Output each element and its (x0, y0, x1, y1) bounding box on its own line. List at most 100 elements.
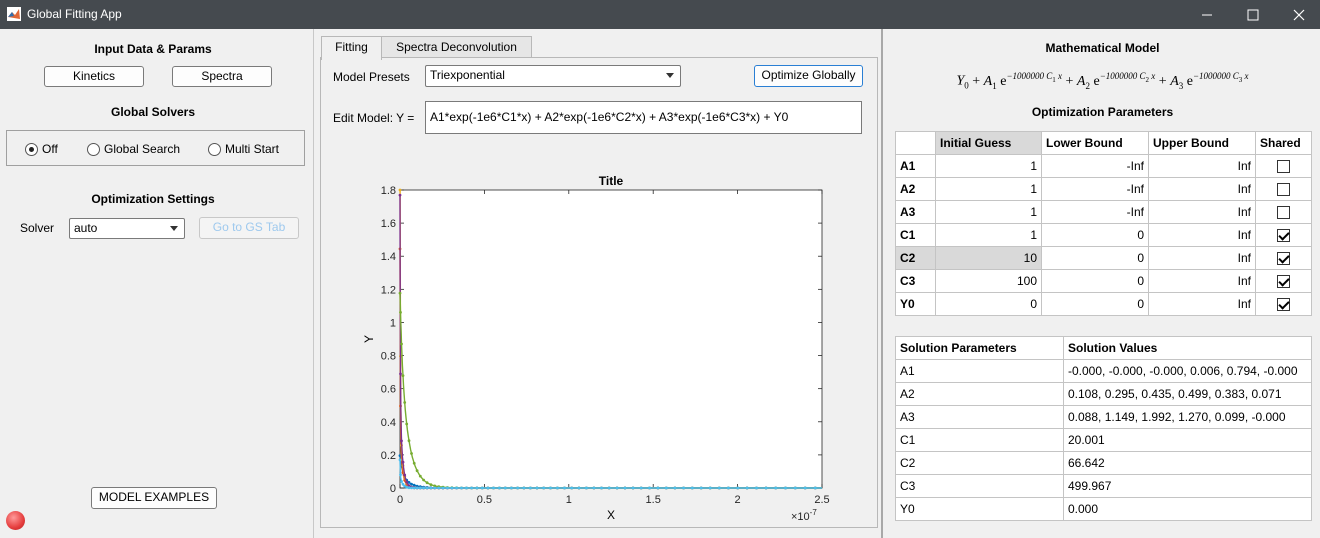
solution-param-name: C2 (895, 451, 1064, 475)
param-upper-bound[interactable]: Inf (1148, 177, 1256, 201)
data-point (699, 486, 703, 490)
radio-global-search[interactable]: Global Search (87, 142, 180, 156)
solution-row: A3 0.088, 1.149, 1.992, 1.270, 0.099, -0.… (895, 405, 1312, 429)
param-upper-bound[interactable]: Inf (1148, 200, 1256, 224)
header-shared[interactable]: Shared (1255, 131, 1312, 155)
x-tick-label: 0 (397, 494, 403, 506)
solution-param-name: A2 (895, 382, 1064, 406)
data-point (407, 484, 411, 487)
data-point (607, 486, 611, 490)
data-point (774, 486, 778, 490)
data-point (764, 486, 768, 490)
param-initial-guess[interactable]: 1 (935, 177, 1042, 201)
spectra-button[interactable]: Spectra (172, 66, 272, 87)
data-point (400, 342, 403, 346)
data-point (401, 482, 405, 486)
shared-checkbox[interactable] (1277, 206, 1290, 220)
param-upper-bound[interactable]: Inf (1148, 292, 1256, 316)
right-panel: Mathematical Model Y0 + A1 e−1000000 C1 … (885, 29, 1320, 538)
param-initial-guess[interactable]: 10 (935, 246, 1042, 270)
formula-term: + A3 e−1000000 C3 x (1155, 71, 1249, 91)
param-row: A2 1 -Inf Inf (895, 177, 1312, 201)
radio-circle (208, 142, 221, 156)
radio-label: Multi Start (225, 142, 280, 156)
radio-label: Global Search (104, 142, 181, 156)
go-to-gs-tab-button[interactable]: Go to GS Tab (199, 217, 299, 239)
data-point (585, 486, 588, 490)
shared-checkbox[interactable] (1277, 275, 1290, 289)
shared-checkbox[interactable] (1277, 160, 1290, 174)
header-upper-bound[interactable]: Upper Bound (1148, 131, 1256, 155)
data-point (407, 439, 411, 443)
formula-y-sub: 0 (964, 80, 969, 91)
param-upper-bound[interactable]: Inf (1148, 154, 1256, 178)
y-tick-label: 1.8 (381, 185, 396, 197)
model-expression-input[interactable]: A1*exp(-1e6*C1*x) + A2*exp(-1e6*C2*x) + … (425, 101, 862, 134)
input-data-title: Input Data & Params (94, 42, 212, 56)
tab-spectra-deconvolution[interactable]: Spectra Deconvolution (381, 36, 532, 59)
data-point (399, 372, 402, 376)
data-point (529, 486, 532, 490)
data-point (399, 311, 402, 314)
data-point (441, 486, 445, 490)
radio-multi-start[interactable]: Multi Start (208, 142, 279, 156)
param-row: Y0 0 0 Inf (895, 292, 1312, 316)
solver-dropdown[interactable]: auto (69, 218, 185, 239)
header-lower-bound[interactable]: Lower Bound (1041, 131, 1149, 155)
close-button[interactable] (1276, 0, 1320, 29)
y-tick-label: 1.4 (381, 251, 396, 263)
solution-param-name: A1 (895, 359, 1064, 383)
shared-checkbox[interactable] (1277, 252, 1290, 266)
solver-value: auto (74, 221, 98, 235)
param-upper-bound[interactable]: Inf (1148, 269, 1256, 293)
param-initial-guess[interactable]: 100 (935, 269, 1042, 293)
param-row: A3 1 -Inf Inf (895, 200, 1312, 224)
param-upper-bound[interactable]: Inf (1148, 246, 1256, 270)
param-header-empty (895, 131, 936, 155)
shared-checkbox[interactable] (1277, 229, 1290, 243)
param-initial-guess[interactable]: 1 (935, 200, 1042, 224)
kinetics-button[interactable]: Kinetics (44, 66, 144, 87)
data-point (429, 483, 433, 486)
param-lower-bound[interactable]: 0 (1041, 269, 1149, 293)
data-point (542, 486, 546, 490)
y-tick-label: 1.2 (381, 284, 396, 296)
tab-fitting[interactable]: Fitting (321, 36, 382, 60)
maximize-button[interactable] (1230, 0, 1276, 29)
radio-off[interactable]: Off (25, 142, 58, 156)
param-lower-bound[interactable]: 0 (1041, 246, 1149, 270)
param-lower-bound[interactable]: -Inf (1041, 154, 1149, 178)
data-point (407, 481, 411, 484)
model-presets-dropdown[interactable]: Triexponential (425, 65, 681, 87)
param-lower-bound[interactable]: 0 (1041, 292, 1149, 316)
optimization-parameters-table: Initial Guess Lower Bound Upper Bound Sh… (895, 131, 1312, 316)
param-upper-bound[interactable]: Inf (1148, 223, 1256, 247)
data-point (398, 291, 402, 295)
param-initial-guess[interactable]: 1 (935, 154, 1042, 178)
param-initial-guess[interactable]: 1 (935, 223, 1042, 247)
solution-param-name: Y0 (895, 497, 1064, 521)
minimize-button[interactable] (1184, 0, 1230, 29)
model-examples-button[interactable]: MODEL EXAMPLES (91, 487, 217, 509)
param-lower-bound[interactable]: -Inf (1041, 200, 1149, 224)
param-lower-bound[interactable]: 0 (1041, 223, 1149, 247)
data-point (425, 481, 429, 485)
chart-series (398, 188, 822, 490)
param-name: Y0 (895, 292, 936, 316)
solution-row: C2 66.642 (895, 451, 1312, 475)
param-initial-guess[interactable]: 0 (935, 292, 1042, 316)
param-lower-bound[interactable]: -Inf (1041, 177, 1149, 201)
data-point (639, 486, 643, 490)
header-initial-guess[interactable]: Initial Guess (935, 131, 1042, 155)
y-tick-label: 0.6 (381, 384, 396, 396)
data-point (410, 482, 413, 486)
data-point (403, 473, 407, 477)
param-shared-cell (1255, 177, 1312, 201)
solution-value: 0.088, 1.149, 1.992, 1.270, 0.099, -0.00… (1063, 405, 1312, 429)
data-point (664, 486, 668, 490)
shared-checkbox[interactable] (1277, 298, 1290, 312)
center-panel: Fitting Spectra Deconvolution Model Pres… (313, 29, 883, 538)
data-point (600, 486, 603, 490)
optimize-globally-button[interactable]: Optimize Globally (754, 65, 863, 87)
shared-checkbox[interactable] (1277, 183, 1290, 197)
